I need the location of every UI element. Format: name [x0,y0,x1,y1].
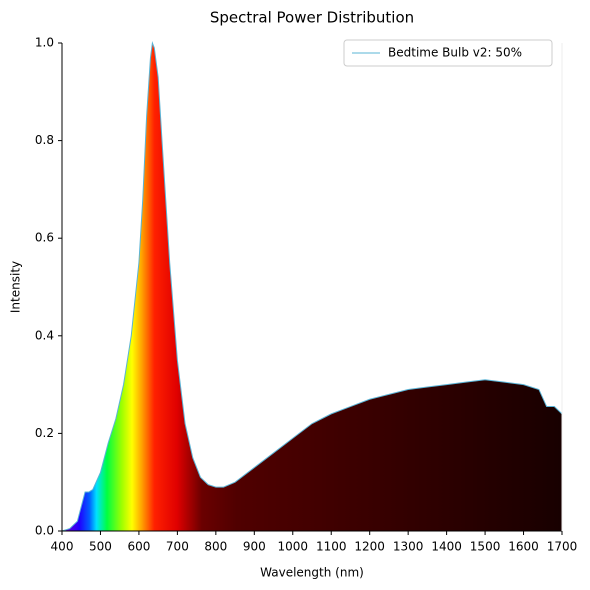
spectrum-area [62,43,562,531]
y-tick-label: 0.6 [35,231,54,245]
x-tick-label: 1600 [508,540,539,554]
y-tick-label: 0.2 [35,426,54,440]
x-tick-label: 1500 [470,540,501,554]
x-tick-label: 1000 [277,540,308,554]
y-tick-label: 1.0 [35,36,54,50]
chart-title: Spectral Power Distribution [210,9,414,27]
legend-box [343,39,553,67]
x-tick-label: 600 [127,540,150,554]
x-tick-label: 900 [243,540,266,554]
y-tick-label: 0.8 [35,133,54,147]
y-tick-label: 0.0 [35,524,54,538]
series-line [61,41,563,532]
x-axis-label: Wavelength (nm) [260,566,364,580]
x-tick-label: 700 [166,540,189,554]
x-tick-label: 1700 [547,540,578,554]
legend-label: Bedtime Bulb v2: 50% [388,46,522,60]
legend: Bedtime Bulb v2: 50% [343,39,553,67]
y-tick-label: 0.4 [35,328,54,342]
x-tick-label: 500 [89,540,112,554]
y-axis-label: Intensity [9,261,23,313]
x-tick-label: 400 [51,540,74,554]
x-tick-label: 800 [204,540,227,554]
x-tick-label: 1400 [431,540,462,554]
x-tick-label: 1100 [316,540,347,554]
x-tick-label: 1300 [393,540,424,554]
x-tick-label: 1200 [354,540,385,554]
